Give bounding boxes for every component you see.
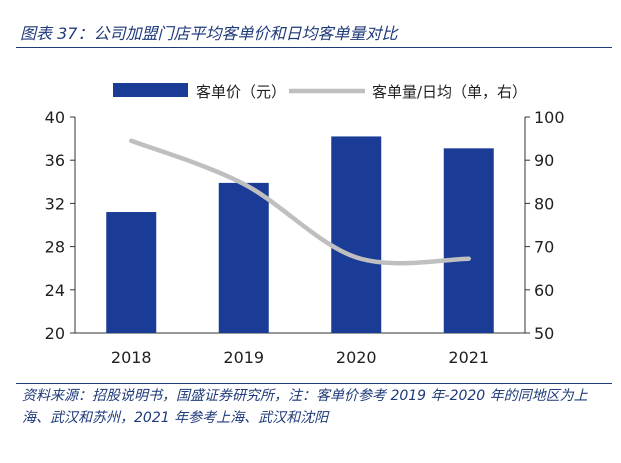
y-left-tick-label: 24 — [45, 281, 65, 300]
bar-2021 — [443, 148, 494, 333]
chart-title: 图表 37：公司加盟门店平均客单价和日均客单量对比 — [20, 24, 398, 43]
combo-chart: 20 24 28 32 36 40 50 60 70 80 90 100 2018 2019 2020 202… — [45, 83, 565, 367]
legend-label-bar: 客单价（元） — [196, 83, 286, 101]
line-series-daily-orders — [129, 138, 471, 266]
y-left-tick-label: 32 — [45, 194, 65, 213]
title-rule — [16, 47, 612, 48]
y-right-tick-label: 100 — [534, 108, 565, 127]
y-right-tick-label: 90 — [534, 151, 554, 170]
y-right-tick-label: 50 — [534, 324, 554, 343]
bar-2018 — [106, 212, 157, 333]
bar-2020 — [331, 136, 382, 333]
y-right-tick-label: 70 — [534, 238, 554, 257]
y-left-tick-label: 36 — [45, 151, 65, 170]
chart-container: 20 24 28 32 36 40 50 60 70 80 90 100 2018 2019 2020 202… — [0, 60, 621, 382]
y-right-tick-label: 80 — [534, 194, 554, 213]
legend-swatch-bar — [113, 83, 188, 97]
bar-2019 — [218, 182, 269, 333]
y-left-tick-label: 40 — [45, 108, 65, 127]
x-tick-label: 2019 — [223, 348, 264, 367]
y-left-tick-label: 28 — [45, 238, 65, 257]
source-rule — [16, 383, 612, 384]
x-tick-label: 2020 — [336, 348, 377, 367]
y-left-tick-label: 20 — [45, 324, 65, 343]
legend-label-line: 客单量/日均（单，右） — [372, 83, 527, 101]
y-right-tick-label: 60 — [534, 281, 554, 300]
x-tick-label: 2018 — [111, 348, 152, 367]
x-tick-label: 2021 — [448, 348, 489, 367]
source-note: 资料来源：招股说明书，国盛证券研究所，注：客单价参考 2019 年-2020 年… — [22, 388, 588, 426]
